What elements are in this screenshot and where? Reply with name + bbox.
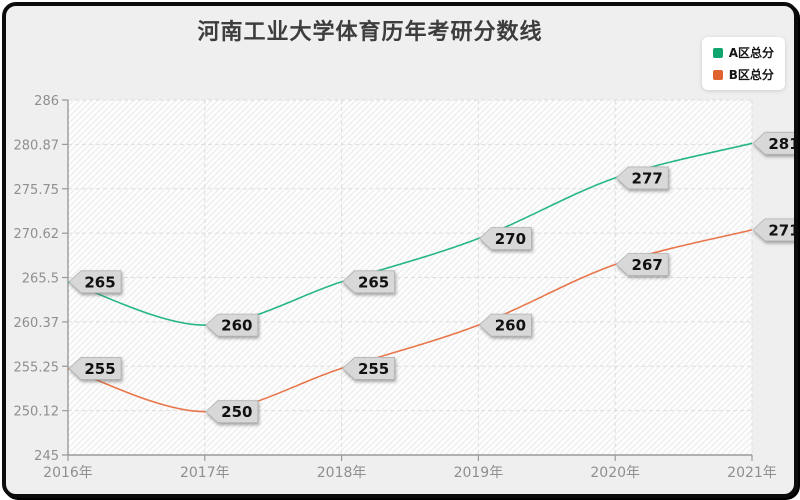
x-tick-label: 2020年: [590, 465, 640, 481]
x-tick-label: 2019年: [454, 465, 504, 481]
y-tick-label: 250.12: [14, 405, 60, 420]
point-label-A区总分-2020年: 277: [615, 166, 669, 190]
svg-text:255: 255: [358, 360, 389, 378]
svg-text:260: 260: [221, 317, 252, 335]
point-label-B区总分-2020年: 267: [615, 253, 669, 276]
y-tick-label: 286: [34, 94, 59, 109]
x-tick-label: 2018年: [317, 465, 367, 481]
x-tick-label: 2016年: [43, 465, 93, 481]
y-tick-label: 245: [34, 449, 59, 464]
point-label-A区总分-2016年: 265: [68, 270, 122, 294]
point-label-B区总分-2019年: 260: [478, 313, 532, 337]
point-label-A区总分-2017年: 260: [205, 313, 259, 337]
point-label-A区总分-2019年: 270: [478, 227, 532, 250]
legend: A区总分 B区总分: [701, 37, 785, 90]
legend-label-a: A区总分: [728, 46, 774, 60]
axes: [67, 100, 752, 456]
point-label-A区总分-2018年: 265: [342, 270, 396, 294]
svg-text:260: 260: [495, 317, 526, 335]
y-tick-label: 265.5: [22, 272, 59, 287]
legend-marker-a-icon: [712, 47, 723, 58]
svg-text:281: 281: [768, 135, 798, 153]
y-tick-label: 280.87: [14, 138, 60, 153]
y-tick-label: 275.75: [14, 183, 60, 198]
legend-label-b: B区总分: [728, 68, 774, 82]
svg-text:255: 255: [84, 360, 115, 378]
point-label-A区总分-2021年: 281: [752, 131, 798, 155]
svg-text:271: 271: [768, 221, 798, 239]
legend-item-b[interactable]: B区总分: [712, 66, 774, 83]
y-tick-label: 260.37: [14, 316, 60, 331]
svg-text:265: 265: [84, 273, 115, 291]
x-tick-label: 2021年: [727, 465, 777, 481]
point-label-B区总分-2018年: 255: [342, 357, 396, 380]
point-label-B区总分-2017年: 250: [205, 400, 259, 424]
y-tick-label: 255.25: [14, 360, 60, 375]
svg-text:250: 250: [221, 403, 252, 421]
svg-text:265: 265: [358, 273, 389, 291]
x-tick-label: 2017年: [180, 465, 230, 481]
legend-item-a[interactable]: A区总分: [712, 44, 774, 61]
y-tick-label: 270.62: [14, 227, 60, 242]
legend-marker-b-icon: [712, 69, 723, 80]
point-label-B区总分-2016年: 255: [68, 357, 122, 380]
svg-text:267: 267: [632, 256, 663, 274]
point-label-B区总分-2021年: 271: [752, 218, 798, 242]
svg-text:270: 270: [495, 230, 526, 248]
svg-text:277: 277: [632, 169, 663, 187]
chart-title: 河南工业大学体育历年考研分数线: [197, 20, 543, 45]
